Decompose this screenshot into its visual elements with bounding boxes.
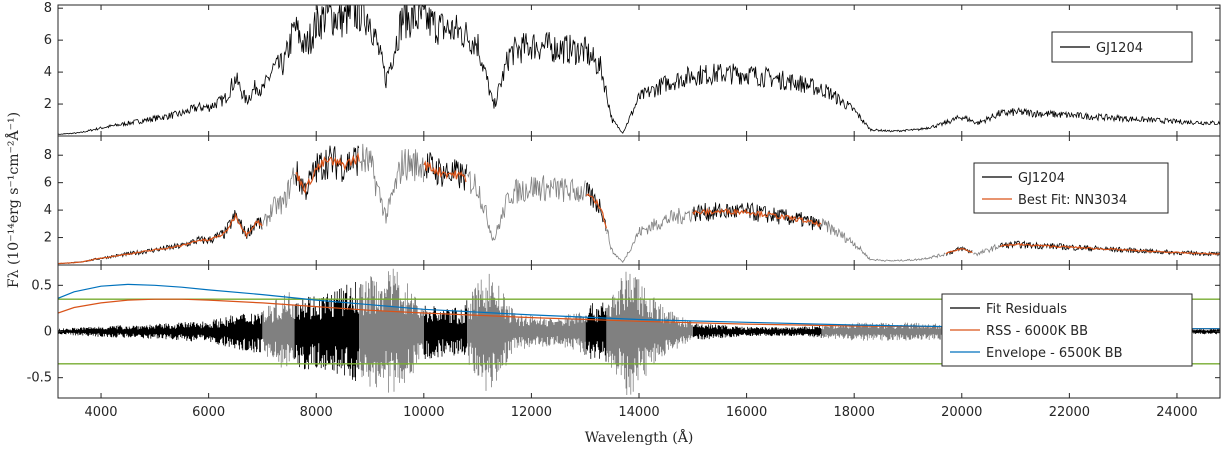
residuals-masked-line: [262, 268, 1000, 395]
panel-1-y-tick-label: 4: [44, 65, 52, 80]
x-tick-label: 24000: [1156, 405, 1197, 420]
x-tick-label: 6000: [192, 405, 225, 420]
panel-3-y-tick-label: 0: [44, 325, 52, 340]
legend-label-3-1: Fit Residuals: [986, 302, 1067, 317]
panel-1-plot-area: [58, 5, 1220, 136]
legend-label-2-1: GJ1204: [1018, 171, 1065, 186]
axes-layer: 2 4 6 8 2 4 6 8 -0.5 0 0.5 4000 6000 8000 10000 12000 14…: [27, 1, 1221, 420]
x-axis-label: Wavelength (Å): [585, 428, 694, 446]
panel-1-y-tick-label: 8: [44, 1, 52, 16]
x-tick-label: 22000: [1049, 405, 1090, 420]
panel-3-legend: [941, 293, 1193, 367]
x-tick-label: 20000: [941, 405, 982, 420]
legend-label-2-2: Best Fit: NN3034: [1018, 193, 1127, 208]
x-tick-label: 12000: [511, 405, 552, 420]
panel-2-plot-area: [58, 143, 1220, 265]
panel-1-frame: [57, 4, 1221, 137]
legend-layer: GJ1204 GJ1204 Best Fit: NN3034 Fit Residual…: [941, 31, 1193, 367]
legend-label-1-1: GJ1204: [1096, 41, 1143, 56]
panel-2-best-fit-line: [58, 152, 1220, 265]
x-tick-label: 18000: [834, 405, 875, 420]
panel-2-masked-spectrum-line: [262, 143, 1000, 264]
y-axis-label: Fλ (10⁻¹⁴erg s⁻¹cm⁻²Å⁻¹): [4, 112, 22, 288]
x-tick-label: 8000: [300, 405, 333, 420]
panel-2-y-tick-label: 4: [44, 203, 52, 218]
panel-2-legend: [973, 162, 1169, 214]
x-tick-label: 4000: [84, 405, 117, 420]
panel-2-y-tick-label: 6: [44, 176, 52, 191]
panel-2-y-tick-label: 2: [44, 231, 52, 246]
panel-1-y-tick-label: 6: [44, 33, 52, 48]
panel-3-y-tick-label: 0.5: [31, 278, 52, 293]
panel-2-y-tick-label: 8: [44, 148, 52, 163]
x-tick-label: 10000: [403, 405, 444, 420]
panel-1-y-tick-label: 2: [44, 97, 52, 112]
panel-3-y-tick-label: -0.5: [27, 371, 52, 386]
legend-label-3-3: Envelope - 6500K BB: [986, 346, 1123, 361]
panel-1-spectrum-line: [58, 5, 1220, 136]
legend-label-3-2: RSS - 6000K BB: [986, 324, 1088, 339]
x-tick-label: 16000: [726, 405, 767, 420]
x-tick-label: 14000: [618, 405, 659, 420]
